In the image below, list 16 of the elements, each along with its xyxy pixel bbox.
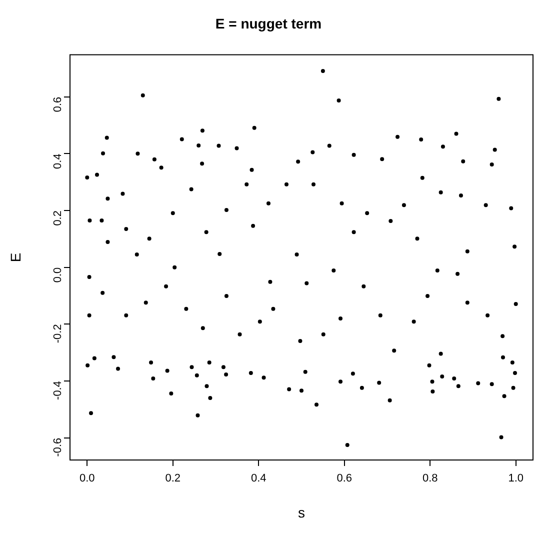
x-tick-label: 1.0 <box>508 472 524 485</box>
x-tick-label: 0.4 <box>250 472 266 485</box>
y-tick-label: 0.4 <box>52 154 64 169</box>
chart-title: E = nugget term <box>215 15 322 32</box>
y-tick-label: 0.6 <box>52 96 64 112</box>
y-tick-label: -0.4 <box>52 381 64 400</box>
y-tick-label: 0.2 <box>52 210 64 226</box>
x-axis-title: s <box>298 504 305 520</box>
x-tick-label: 0.8 <box>422 472 438 485</box>
x-tick-label: 0.0 <box>80 472 95 485</box>
y-tick-label: -0.6 <box>52 438 64 457</box>
y-tick-label: 0.0 <box>52 267 64 283</box>
x-tick-label: 0.2 <box>165 472 181 485</box>
y-axis-title: E <box>7 252 24 262</box>
y-tick-label: -0.2 <box>52 324 64 344</box>
x-tick-label: 0.6 <box>336 472 352 485</box>
